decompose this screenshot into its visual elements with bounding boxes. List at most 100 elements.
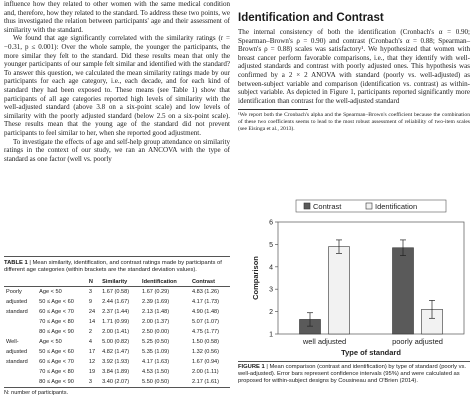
table-cell: 2.39 (1.69) [142, 299, 170, 305]
table-1: TABLE 1 | Mean similarity, identificatio… [4, 256, 230, 396]
right-paragraph-1: The internal consistency of both the ide… [238, 28, 470, 105]
table-cell: 2.00 (1.41) [102, 329, 130, 335]
table-cell: 3.92 (1.93) [102, 359, 130, 365]
table-cell: Poorly [6, 289, 22, 295]
table-cell: 1.67 (0.58) [102, 289, 130, 295]
header-identification: Identification [140, 277, 190, 287]
y-tick-label: 3 [269, 287, 273, 294]
table-cell: 2.44 (1.67) [102, 299, 130, 305]
table-row: adjusted 50 ≤ Age < 60 9 2.44 (1.67) 2.39 (1… [4, 297, 230, 307]
table-cell: 5.35 (1.09) [142, 349, 170, 355]
table-cell: Age < 50 [39, 289, 62, 295]
y-tick-label: 2 [269, 309, 273, 316]
y-tick-label: 1 [269, 332, 273, 339]
table-row: adjusted 50 ≤ Age < 60 17 4.82 (1.47) 5.35 (… [4, 347, 230, 357]
legend-label: Identification [375, 202, 417, 211]
table-cell: adjusted [6, 299, 28, 305]
x-axis-label: Type of standard [341, 348, 401, 357]
table-cell: 4.90 (1.48) [191, 309, 220, 315]
table-cell: Age < 50 [39, 339, 62, 345]
table-row: standard 60 ≤ Age < 70 12 3.92 (1.93) 4.17 (… [4, 357, 230, 367]
table-caption: TABLE 1 | Mean similarity, identificatio… [4, 256, 230, 274]
y-tick-label: 6 [269, 220, 273, 227]
footnote: ¹We report both the Cronbach's alpha and… [238, 112, 470, 132]
table-cell: 5.25 (0.50) [142, 339, 170, 345]
table-note: N: number of participants. [4, 390, 69, 396]
table-caption-label: TABLE 1 [4, 260, 28, 266]
table-cell: 1.50 (0.58) [191, 339, 220, 345]
header-n: N [86, 277, 101, 287]
footnote-divider [238, 109, 308, 111]
table-cell: 14 [88, 319, 96, 325]
table-cell: 4.17 (1.63) [142, 359, 170, 365]
y-tick-label: 4 [269, 264, 273, 271]
legend-label: Contrast [313, 202, 342, 211]
section-heading: Identification and Contrast [238, 12, 384, 24]
similarity-table: N Similarity Identification Contrast Poo… [4, 277, 230, 388]
table-cell: standard [6, 309, 28, 315]
table-cell: adjusted [6, 349, 28, 355]
table-row: 70 ≤ Age < 80 14 1.71 (0.99) 2.00 (1.37) 5.0… [4, 317, 230, 327]
figure-caption: FIGURE 1 | Mean comparison (contrast and… [238, 361, 470, 385]
header-contrast: Contrast [189, 277, 230, 287]
table-cell [4, 367, 37, 377]
left-paragraph-1: influence how they related to other wome… [4, 0, 230, 34]
table-row: standard 60 ≤ Age < 70 24 2.37 (1.44) 2.13 (… [4, 307, 230, 317]
plot-frame [277, 221, 465, 335]
table-row: 70 ≤ Age < 80 19 3.84 (1.89) 4.53 (1.50) 2.0… [4, 367, 230, 377]
legend-swatch [303, 202, 311, 210]
table-cell: 3.84 (1.89) [102, 369, 130, 375]
table-cell: 5.00 (0.82) [102, 339, 130, 345]
x-tick-label: well adjusted [302, 337, 346, 346]
table-cell: 19 [88, 369, 96, 375]
table-cell: 1.67 (0.29) [142, 289, 170, 295]
table-cell: 3 [86, 377, 101, 388]
y-axis-label: Comparison [251, 256, 260, 300]
figure-1: 1 2 3 4 5 6 Comparison Contrast Identification we… [238, 180, 470, 357]
table-cell: 60 ≤ Age < 70 [39, 359, 74, 365]
table-cell: 1.67 (0.94) [191, 359, 220, 365]
figure-caption-label: FIGURE 1 [238, 364, 265, 370]
table-cell: 70 ≤ Age < 80 [39, 369, 74, 375]
bar [392, 247, 414, 335]
table-cell: 17 [88, 349, 96, 355]
bar [328, 246, 350, 335]
table-cell: 2.17 (1.61) [189, 377, 230, 388]
table-cell: 4 [88, 339, 93, 345]
table-cell: 1.32 (0.56) [191, 349, 220, 355]
table-caption-text: | Mean similarity, identification, and c… [4, 260, 222, 273]
table-cell: 4.83 (1.26) [191, 289, 220, 295]
y-tick-label: 5 [269, 242, 273, 249]
table-cell: Well- [6, 339, 19, 345]
right-column: Identification and Contrast The internal… [238, 0, 470, 132]
table-cell: 50 ≤ Age < 60 [39, 299, 74, 305]
table-cell: 5.07 (1.07) [191, 319, 220, 325]
table-cell [4, 317, 37, 327]
table-cell: 2.50 (0.00) [142, 329, 170, 335]
table-cell: 80 ≤ Age < 90 [37, 377, 87, 388]
table-cell: 4.53 (1.50) [142, 369, 170, 375]
header-group [4, 277, 38, 287]
table-cell: 4.75 (1.77) [191, 329, 220, 335]
left-column: influence how they related to other wome… [4, 0, 230, 163]
table-cell: 2.00 (1.11) [191, 369, 219, 375]
figure-caption-text: | Mean comparison (contrast and identifi… [238, 364, 467, 384]
table-row: 80 ≤ Age < 90 2 2.00 (1.41) 2.50 (0.00) 4.75… [4, 327, 230, 337]
table-cell: 80 ≤ Age < 90 [39, 329, 74, 335]
table-row: 80 ≤ Age < 90 3 3.40 (2.07) 5.50 (0.50) 2.17… [4, 377, 230, 388]
table-cell: 2.00 (1.37) [142, 319, 170, 325]
comparison-bar-chart: 1 2 3 4 5 6 Comparison Contrast Identification we… [251, 199, 465, 357]
table-cell: standard [6, 359, 28, 365]
table-cell: 3 [88, 289, 93, 295]
legend-swatch [365, 202, 373, 210]
table-header-row: N Similarity Identification Contrast [4, 277, 230, 287]
table-cell [4, 377, 38, 388]
table-cell: 24 [88, 309, 96, 315]
table-cell: 60 ≤ Age < 70 [39, 309, 74, 315]
table-cell [4, 327, 37, 337]
header-age [37, 277, 87, 287]
table-cell: 4.17 (1.73) [191, 299, 220, 305]
header-similarity: Similarity [100, 277, 141, 287]
left-paragraph-2: We found that age significantly correlat… [4, 34, 230, 137]
table-cell: 3.40 (2.07) [100, 377, 141, 388]
